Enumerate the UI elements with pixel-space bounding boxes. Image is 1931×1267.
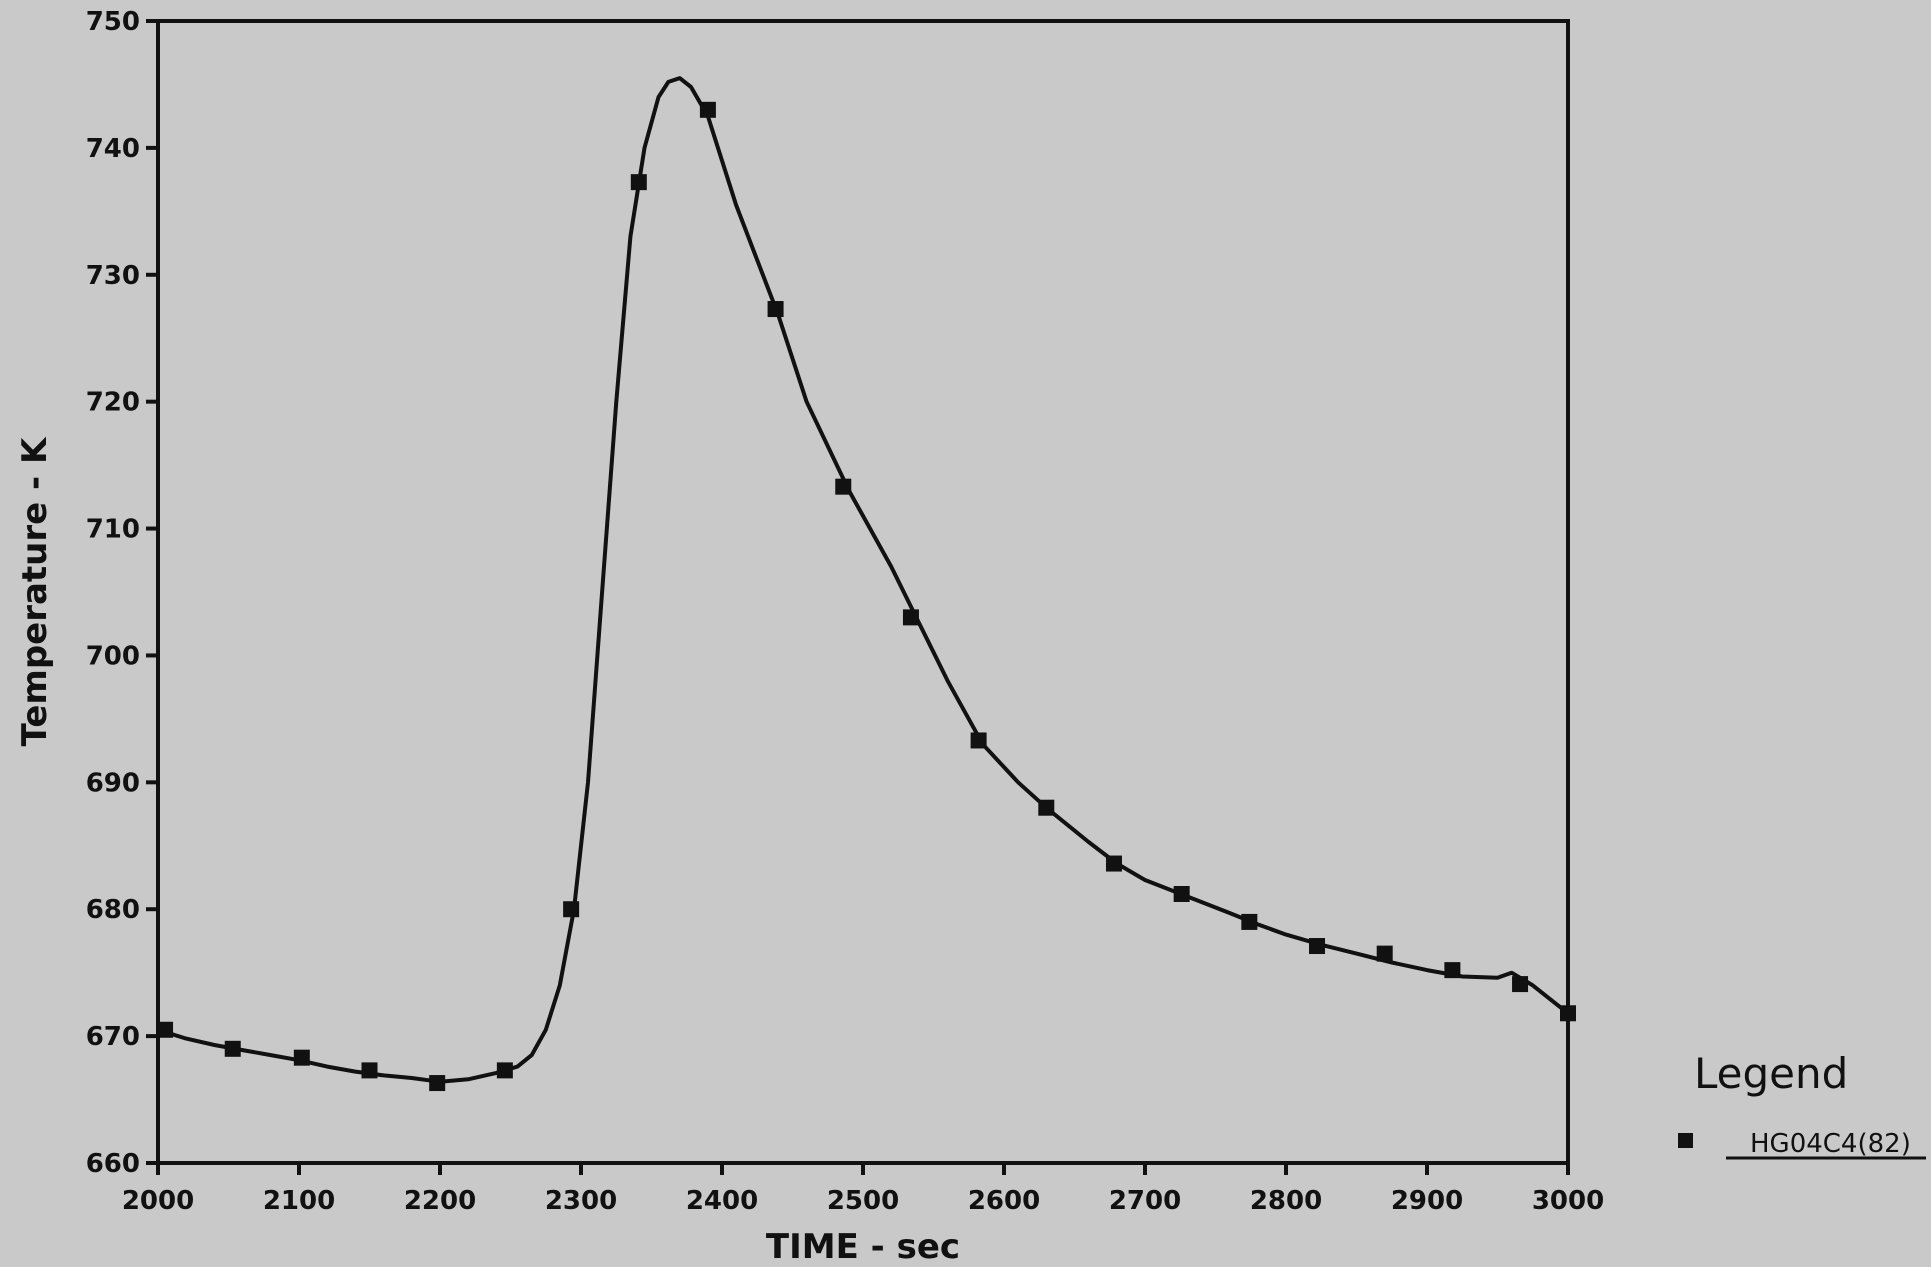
data-point-marker (902, 609, 919, 626)
data-point-marker (1241, 913, 1258, 930)
y-tick-label: 750 (86, 7, 140, 37)
x-tick-label: 2000 (122, 1186, 194, 1216)
data-point-marker (1038, 799, 1055, 816)
y-axis-ticks: 660 670 680 690 700 710 720 730 740 750 (86, 7, 158, 1179)
x-axis-ticks: 2000 2100 2200 2300 2400 2500 2600 2700 2800 2900… (122, 1163, 1604, 1216)
data-point-marker (767, 301, 784, 318)
data-point-marker (630, 174, 647, 191)
x-tick-label: 2800 (1250, 1186, 1322, 1216)
x-tick-label: 3000 (1532, 1186, 1604, 1216)
data-point-marker (1376, 945, 1393, 962)
y-tick-label: 670 (86, 1022, 140, 1052)
y-tick-label: 730 (86, 261, 140, 291)
x-axis-title: TIME - sec (766, 1227, 960, 1267)
data-point-marker (224, 1040, 241, 1057)
y-axis-title: Temperature - K (15, 436, 55, 746)
series-markers (157, 101, 1576, 1092)
data-point-marker (1173, 885, 1190, 902)
y-tick-label: 740 (86, 134, 140, 164)
data-point-marker (293, 1049, 310, 1066)
legend-marker-square (1678, 1133, 1693, 1148)
x-tick-label: 2700 (1109, 1186, 1181, 1216)
x-tick-label: 2200 (404, 1186, 476, 1216)
data-point-marker (1444, 962, 1461, 979)
data-point-marker (563, 901, 580, 918)
legend-title: Legend (1694, 1049, 1848, 1098)
x-tick-label: 2300 (545, 1186, 617, 1216)
y-tick-label: 660 (86, 1149, 140, 1179)
series-line (157, 76, 1570, 1084)
data-point-marker (429, 1075, 446, 1092)
data-point-marker (1105, 855, 1122, 872)
legend: Legend HG04C4(82) (1678, 1049, 1926, 1160)
data-point-marker (1309, 938, 1326, 955)
x-tick-label: 2400 (686, 1186, 758, 1216)
data-point-marker (1560, 1005, 1576, 1022)
data-point-marker (157, 1021, 174, 1038)
plot-frame (156, 19, 1570, 1165)
data-point-marker (970, 732, 987, 749)
x-tick-label: 2100 (263, 1186, 335, 1216)
data-point-marker (699, 101, 716, 118)
x-tick-label: 2900 (1391, 1186, 1463, 1216)
y-tick-label: 720 (86, 388, 140, 418)
y-tick-label: 690 (86, 768, 140, 798)
data-point-marker (361, 1062, 378, 1079)
data-point-marker (496, 1062, 513, 1079)
data-point-marker (1512, 976, 1529, 993)
legend-series-label: HG04C4(82) (1750, 1129, 1911, 1159)
x-tick-label: 2500 (827, 1186, 899, 1216)
data-point-marker (835, 478, 852, 495)
y-tick-label: 680 (86, 895, 140, 925)
y-tick-label: 700 (86, 641, 140, 671)
y-tick-label: 710 (86, 515, 140, 545)
x-tick-label: 2600 (968, 1186, 1040, 1216)
